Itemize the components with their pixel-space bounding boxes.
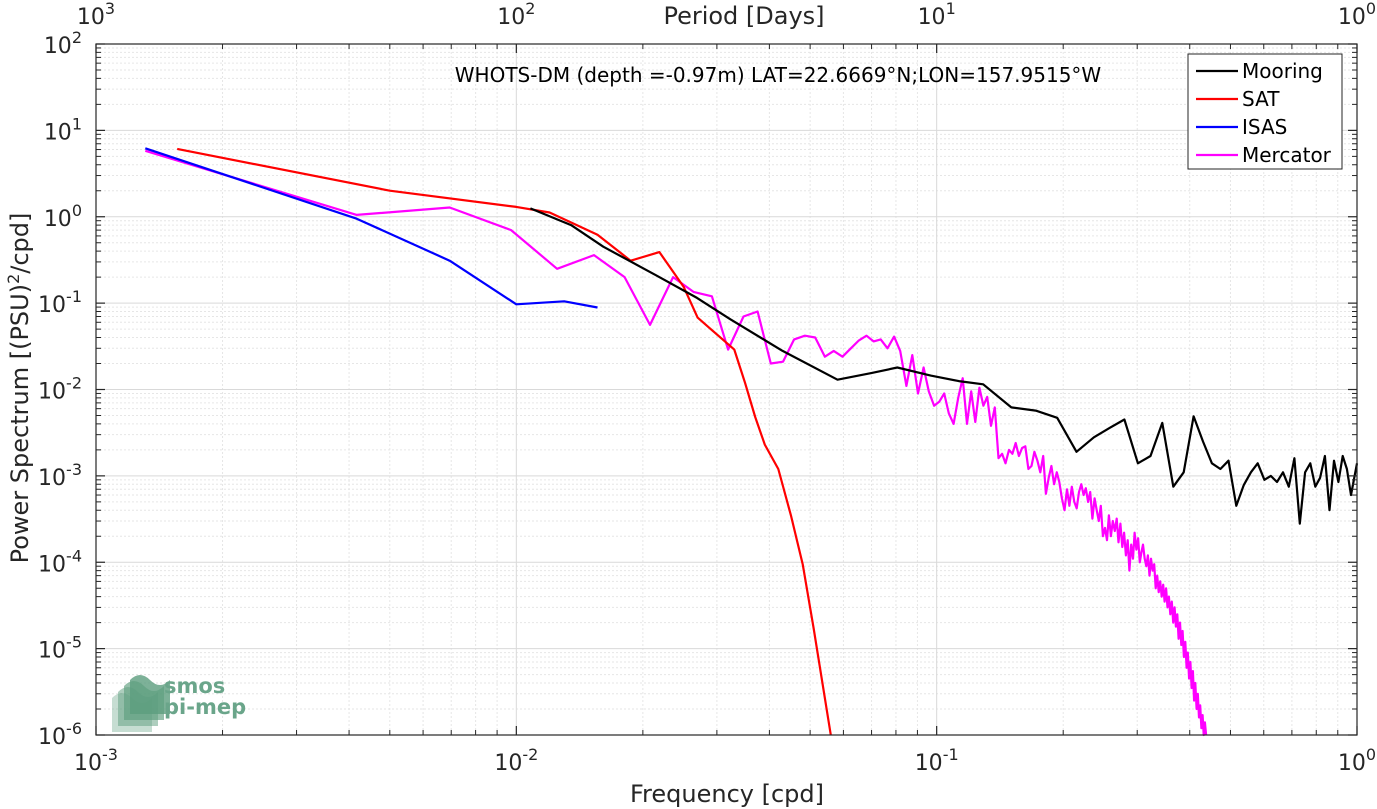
chart-annotation-title: WHOTS-DM (depth =-0.97m) LAT=22.6669°N;L… [455,63,1102,87]
major-grid [95,43,1358,736]
series-line-mooring [529,207,1359,525]
y-tick-label: 10-4 [38,546,82,577]
series-line-sat [176,147,832,736]
legend-box [1187,53,1343,170]
x-tick-label: 100 [1338,745,1376,776]
logo-text-smos: smos [164,674,225,698]
logo-wave-shape [130,675,170,714]
top-tick-label: 102 [497,0,535,30]
legend-label-isas: ISAS [1242,115,1287,139]
y-axis-title: Power Spectrum [(PSU)2/cpd] [4,213,34,564]
x-axis-title: Frequency [cpd] [630,780,824,808]
series-line-mercator [144,149,1208,737]
series-line-isas [144,147,598,309]
y-axis-title-main: Power Spectrum [(PSU) [6,284,34,563]
x-tick-label: 10-3 [74,745,118,776]
y-axis-title-superscript: 2 [4,274,23,284]
legend-label-mooring: Mooring [1242,59,1323,83]
x-tick-label: 10-1 [915,745,959,776]
y-tick-label: 100 [44,201,82,232]
x-tick-label: 10-2 [494,745,538,776]
legend: Mooring SAT ISAS Mercator [1187,53,1343,170]
top-tick-label: 101 [918,0,956,30]
tick-marks [95,43,1358,736]
y-tick-label: 10-6 [38,719,82,750]
legend-label-mercator: Mercator [1242,143,1332,167]
legend-label-sat: SAT [1242,87,1280,111]
logo-text-pi-mep: pi-mep [164,695,246,719]
y-tick-label: 10-2 [38,374,82,405]
tick-labels: 10-3 10-2 10-1 100 10-6 10-5 10-4 10-3 10-2 10-1 1… [38,0,1376,776]
y-tick-label: 10-5 [38,633,82,664]
top-tick-label: 103 [77,0,115,30]
top-axis-title: Period [Days] [663,2,824,30]
y-tick-label: 10-3 [38,460,82,491]
y-tick-label: 101 [44,114,82,145]
y-axis-title-tail: /cpd] [6,213,34,274]
logo-mark-icon [112,675,170,732]
y-tick-label: 10-1 [38,287,82,318]
series-lines [144,147,1359,737]
top-tick-label: 100 [1338,0,1376,30]
smos-pi-mep-logo: smos pi-mep [112,674,246,732]
y-tick-label: 102 [44,28,82,59]
